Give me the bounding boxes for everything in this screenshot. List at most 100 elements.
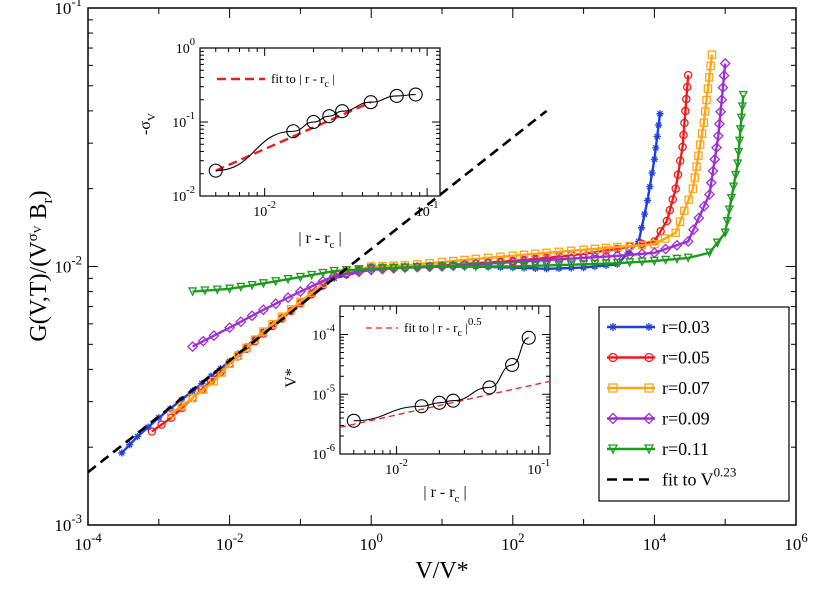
main-data-point [530, 261, 540, 271]
main-data-point [250, 335, 260, 344]
main-data-point [683, 70, 693, 80]
main-data-point [187, 287, 198, 297]
legend-entry: fit to V0.23 [607, 465, 736, 490]
inset-data-point [505, 357, 520, 372]
legend-marker [643, 412, 655, 425]
inset-vstar-x-title: | r - rc | [423, 484, 466, 505]
main-data-point [680, 206, 689, 215]
main-data-point [590, 259, 600, 269]
main-data-point [624, 249, 632, 257]
main-data-point [676, 156, 685, 166]
main-data-point [712, 130, 724, 142]
main-y-tick-label: 10-2 [54, 254, 82, 277]
main-data-point [720, 228, 730, 238]
inset-data-point [286, 124, 301, 139]
main-data-point [508, 251, 518, 261]
main-data-point [257, 304, 269, 316]
main-data-point [712, 238, 722, 248]
main-data-point [612, 258, 623, 269]
main-legend-box [598, 306, 790, 502]
main-axis-ticks: 10-4 10-2 100 102 104 106 10-3 10-2 10-1 [54, 0, 807, 554]
main-data-point [126, 441, 134, 449]
main-data-point [679, 130, 688, 140]
svg-text:-σV: -σV [137, 113, 158, 135]
main-data-point [736, 113, 747, 124]
inset-data-point [208, 163, 223, 178]
main-data-point [483, 253, 493, 263]
main-data-point [412, 263, 422, 273]
main-data-point [660, 234, 670, 243]
main-data-point [271, 277, 281, 287]
main-data-point [602, 261, 610, 269]
main-data-point [187, 341, 199, 353]
legend-entry: r=0.11 [607, 439, 709, 459]
main-data-point [519, 261, 529, 272]
main-data-point [224, 322, 236, 334]
main-data-point [318, 268, 328, 279]
main-data-point [733, 159, 743, 169]
main-series-line [88, 109, 548, 474]
inset-data-point [389, 88, 404, 103]
inset-y-tick-label: 100 [176, 37, 195, 57]
inset-data-point [482, 380, 497, 395]
main-data-point [734, 136, 745, 146]
legend-label: r=0.11 [662, 439, 709, 459]
main-data-point [726, 193, 737, 204]
inset-x-tick-label: 10-2 [253, 200, 276, 220]
main-data-point [652, 144, 660, 152]
main-data-point [711, 142, 723, 154]
main-data-point [482, 258, 494, 270]
main-data-point [460, 255, 469, 265]
main-data-point [738, 90, 748, 101]
main-data-point [649, 256, 660, 267]
main-data-point [294, 286, 306, 298]
legend-marker [644, 352, 654, 363]
legend-label: fit to V0.23 [662, 465, 736, 490]
main-data-point [167, 409, 176, 418]
main-data-point [508, 262, 518, 272]
main-data-point [650, 155, 658, 163]
inset-sigma-y-title: -σV [137, 113, 158, 135]
main-data-point [707, 50, 717, 59]
main-data-point [246, 310, 258, 322]
main-data-point [242, 343, 251, 352]
main-data-point [690, 173, 699, 182]
legend-label: r=0.03 [662, 317, 710, 337]
main-data-point [656, 226, 665, 236]
legend-label: r=0.05 [662, 348, 710, 368]
main-series-2 [167, 50, 717, 418]
inset-legend: fit to | r - rc |0.5 [366, 316, 482, 339]
inset-data-point [432, 395, 447, 410]
main-data-point [188, 393, 197, 403]
main-data-point [157, 420, 166, 429]
main-y-tick-label: 10-1 [54, 0, 82, 18]
main-data-point [656, 110, 664, 118]
legend-label: r=0.07 [662, 378, 710, 398]
main-x-tick-label: 10-2 [216, 531, 244, 554]
main-data-point [377, 264, 388, 274]
main-data-point [495, 262, 506, 272]
inset-data-point [446, 393, 461, 408]
main-data-point [681, 106, 690, 116]
main-data-point [694, 151, 703, 160]
main-data-point [735, 125, 746, 135]
main-series-5 [88, 109, 548, 474]
main-data-point [707, 165, 719, 177]
main-data-point [144, 423, 152, 431]
inset-legend-label: fit to | r - rc |0.5 [404, 316, 482, 339]
main-data-point [328, 270, 340, 282]
main-data-point [197, 335, 209, 347]
main-data-point [589, 251, 601, 263]
main-data-point [682, 235, 694, 247]
main-data-point [459, 262, 470, 272]
main-data-point [724, 205, 735, 215]
legend-label: r=0.09 [662, 409, 710, 429]
main-data-point [672, 254, 682, 264]
inset-x-tick-label: 10-1 [416, 200, 439, 220]
main-data-point [118, 449, 126, 457]
main-data-point [520, 264, 528, 272]
main-data-point [646, 183, 654, 191]
main-data-point [519, 250, 529, 260]
inset-sigma-series: fit to | r - rc | [208, 71, 423, 178]
